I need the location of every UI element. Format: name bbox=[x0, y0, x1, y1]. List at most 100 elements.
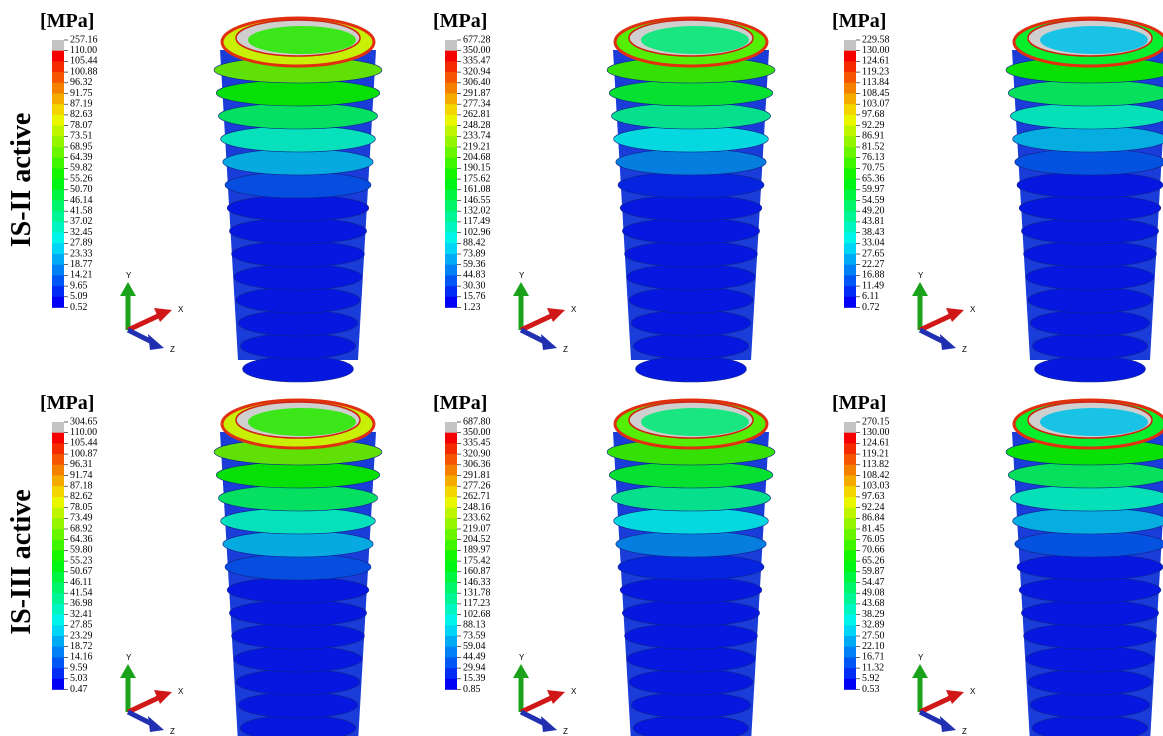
legend-label: 113.84 bbox=[862, 77, 889, 88]
color-band bbox=[844, 518, 856, 529]
legend-label: 100.88 bbox=[70, 66, 98, 77]
implant-thread bbox=[618, 554, 764, 580]
color-band bbox=[445, 486, 457, 497]
implant-bore bbox=[248, 26, 356, 54]
color-band bbox=[445, 190, 457, 201]
axis-z-head bbox=[541, 334, 557, 350]
color-band bbox=[445, 243, 457, 254]
implant-thread bbox=[616, 149, 766, 175]
color-band bbox=[844, 136, 856, 147]
legend-label: 30.30 bbox=[463, 280, 486, 291]
color-band bbox=[844, 529, 856, 540]
legend-label: 204.68 bbox=[463, 152, 491, 163]
color-band bbox=[844, 211, 856, 222]
legend-label: 0.52 bbox=[70, 302, 88, 313]
color-band bbox=[445, 115, 457, 126]
legend-label: 132.02 bbox=[463, 205, 491, 216]
legend-label: 9.65 bbox=[70, 280, 88, 291]
legend-label: 291.81 bbox=[463, 470, 491, 481]
legend-label: 87.18 bbox=[70, 480, 93, 491]
implant-thread bbox=[225, 554, 371, 580]
axis-y-head bbox=[912, 282, 928, 296]
color-band bbox=[445, 497, 457, 508]
color-band bbox=[445, 561, 457, 572]
legend-label: 50.67 bbox=[70, 566, 93, 577]
color-band bbox=[52, 508, 64, 519]
color-band bbox=[844, 179, 856, 190]
legend-label: 14.21 bbox=[70, 270, 93, 281]
legend-label: 257.16 bbox=[70, 34, 98, 45]
implant-bore bbox=[641, 408, 749, 436]
color-band bbox=[844, 486, 856, 497]
legend-label: 88.13 bbox=[463, 620, 486, 631]
legend-label: 87.19 bbox=[70, 98, 93, 109]
legend-label: 161.08 bbox=[463, 184, 491, 195]
legend-label: 59.80 bbox=[70, 545, 93, 556]
legend-label: 262.71 bbox=[463, 491, 491, 502]
axis-x bbox=[920, 698, 950, 712]
legend-label: 146.33 bbox=[463, 577, 491, 588]
color-band bbox=[445, 604, 457, 615]
legend-label: 105.44 bbox=[70, 56, 98, 67]
legend-label: 59.36 bbox=[463, 259, 486, 270]
unit-label: [MPa] bbox=[832, 10, 886, 32]
implant-thread bbox=[216, 462, 380, 488]
legend-label: 86.84 bbox=[862, 513, 885, 524]
stress-panel: [MPa]270.15130.00124.61119.21113.82108.4… bbox=[832, 392, 1163, 736]
implant-thread bbox=[1035, 356, 1146, 382]
implant-thread bbox=[609, 462, 773, 488]
axis-y-head bbox=[120, 282, 136, 296]
implant-thread bbox=[229, 218, 366, 244]
implant-thread bbox=[229, 600, 366, 626]
color-band bbox=[844, 115, 856, 126]
legend-label: 189.97 bbox=[463, 545, 491, 556]
color-band bbox=[844, 583, 856, 594]
implant-thread bbox=[631, 310, 751, 336]
axis-x-label: X bbox=[970, 305, 976, 314]
color-band bbox=[445, 136, 457, 147]
implant-thread bbox=[1026, 646, 1154, 672]
axis-x bbox=[521, 316, 551, 330]
implant-thread bbox=[227, 577, 369, 603]
axis-z-label: Z bbox=[962, 727, 967, 736]
color-band bbox=[844, 454, 856, 465]
implant-thread bbox=[629, 287, 753, 313]
color-band bbox=[445, 233, 457, 244]
legend-label: 233.74 bbox=[463, 131, 491, 142]
color-band bbox=[844, 625, 856, 636]
color-band bbox=[445, 593, 457, 604]
legend-label: 54.59 bbox=[862, 195, 885, 206]
legend-label: 92.29 bbox=[862, 120, 885, 131]
legend-label: 82.63 bbox=[70, 109, 93, 120]
color-band bbox=[52, 168, 64, 179]
legend-label: 335.47 bbox=[463, 56, 491, 67]
legend-label: 97.68 bbox=[862, 109, 885, 120]
implant-thread bbox=[1019, 195, 1161, 221]
color-band bbox=[52, 540, 64, 551]
legend-label: 38.43 bbox=[862, 227, 885, 238]
implant-thread bbox=[614, 508, 769, 534]
implant-thread bbox=[232, 623, 365, 649]
unit-label: [MPa] bbox=[40, 10, 94, 32]
color-band bbox=[844, 51, 856, 62]
legend-label: 46.14 bbox=[70, 195, 93, 206]
stress-panel: [MPa]257.16110.00105.44100.8896.3291.758… bbox=[40, 10, 382, 382]
color-band bbox=[445, 168, 457, 179]
legend-label: 15.76 bbox=[463, 291, 486, 302]
color-band bbox=[844, 265, 856, 276]
legend-label: 100.87 bbox=[70, 448, 98, 459]
color-band bbox=[445, 679, 457, 690]
implant-bore bbox=[248, 408, 356, 436]
legend-label: 130.00 bbox=[862, 427, 890, 438]
implant-thread bbox=[627, 264, 755, 290]
color-band bbox=[52, 179, 64, 190]
legend-label: 350.00 bbox=[463, 427, 491, 438]
legend-label: 49.08 bbox=[862, 587, 885, 598]
color-band bbox=[52, 679, 64, 690]
legend-label: 44.49 bbox=[463, 652, 486, 663]
legend-label: 43.81 bbox=[862, 216, 885, 227]
implant-thread bbox=[1030, 310, 1150, 336]
legend-label: 32.89 bbox=[862, 620, 885, 631]
legend-label: 46.11 bbox=[70, 577, 92, 588]
color-band bbox=[844, 275, 856, 286]
